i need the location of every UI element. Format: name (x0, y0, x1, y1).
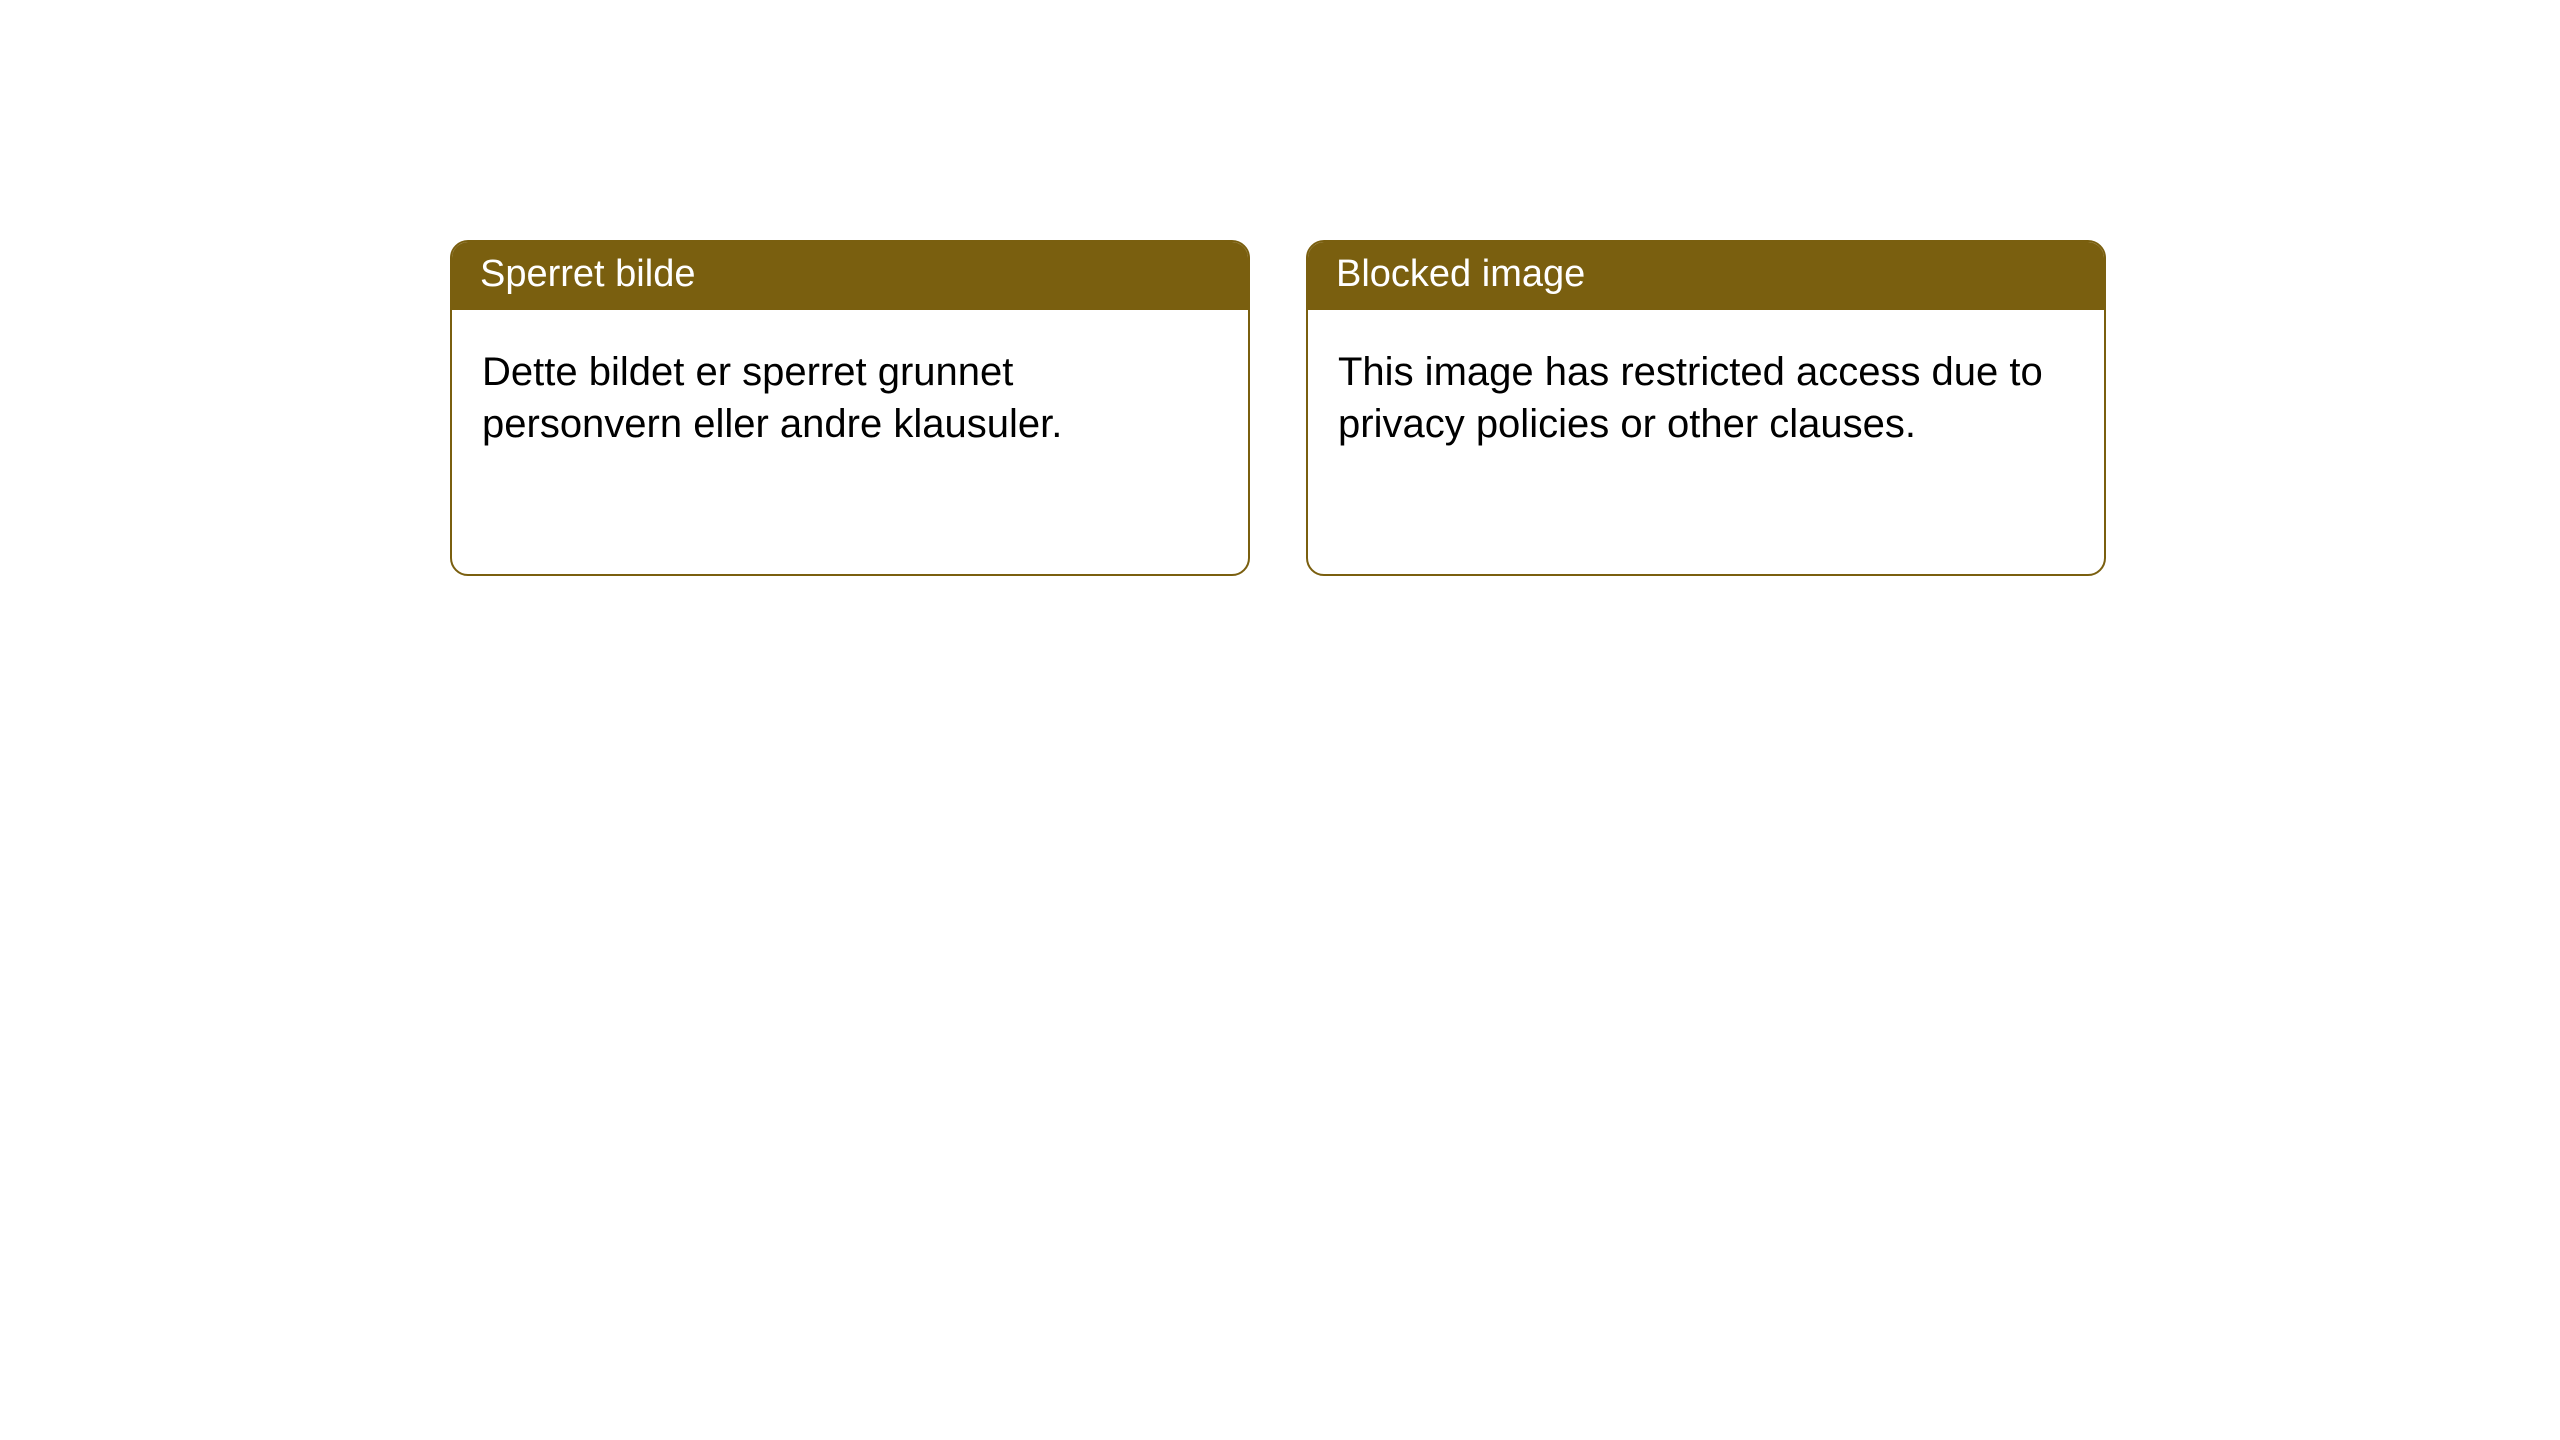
notice-card-norwegian: Sperret bilde Dette bildet er sperret gr… (450, 240, 1250, 576)
notice-container: Sperret bilde Dette bildet er sperret gr… (0, 0, 2560, 576)
notice-card-english: Blocked image This image has restricted … (1306, 240, 2106, 576)
notice-body: Dette bildet er sperret grunnet personve… (452, 310, 1248, 486)
notice-body: This image has restricted access due to … (1308, 310, 2104, 486)
notice-title: Sperret bilde (452, 242, 1248, 310)
notice-title: Blocked image (1308, 242, 2104, 310)
